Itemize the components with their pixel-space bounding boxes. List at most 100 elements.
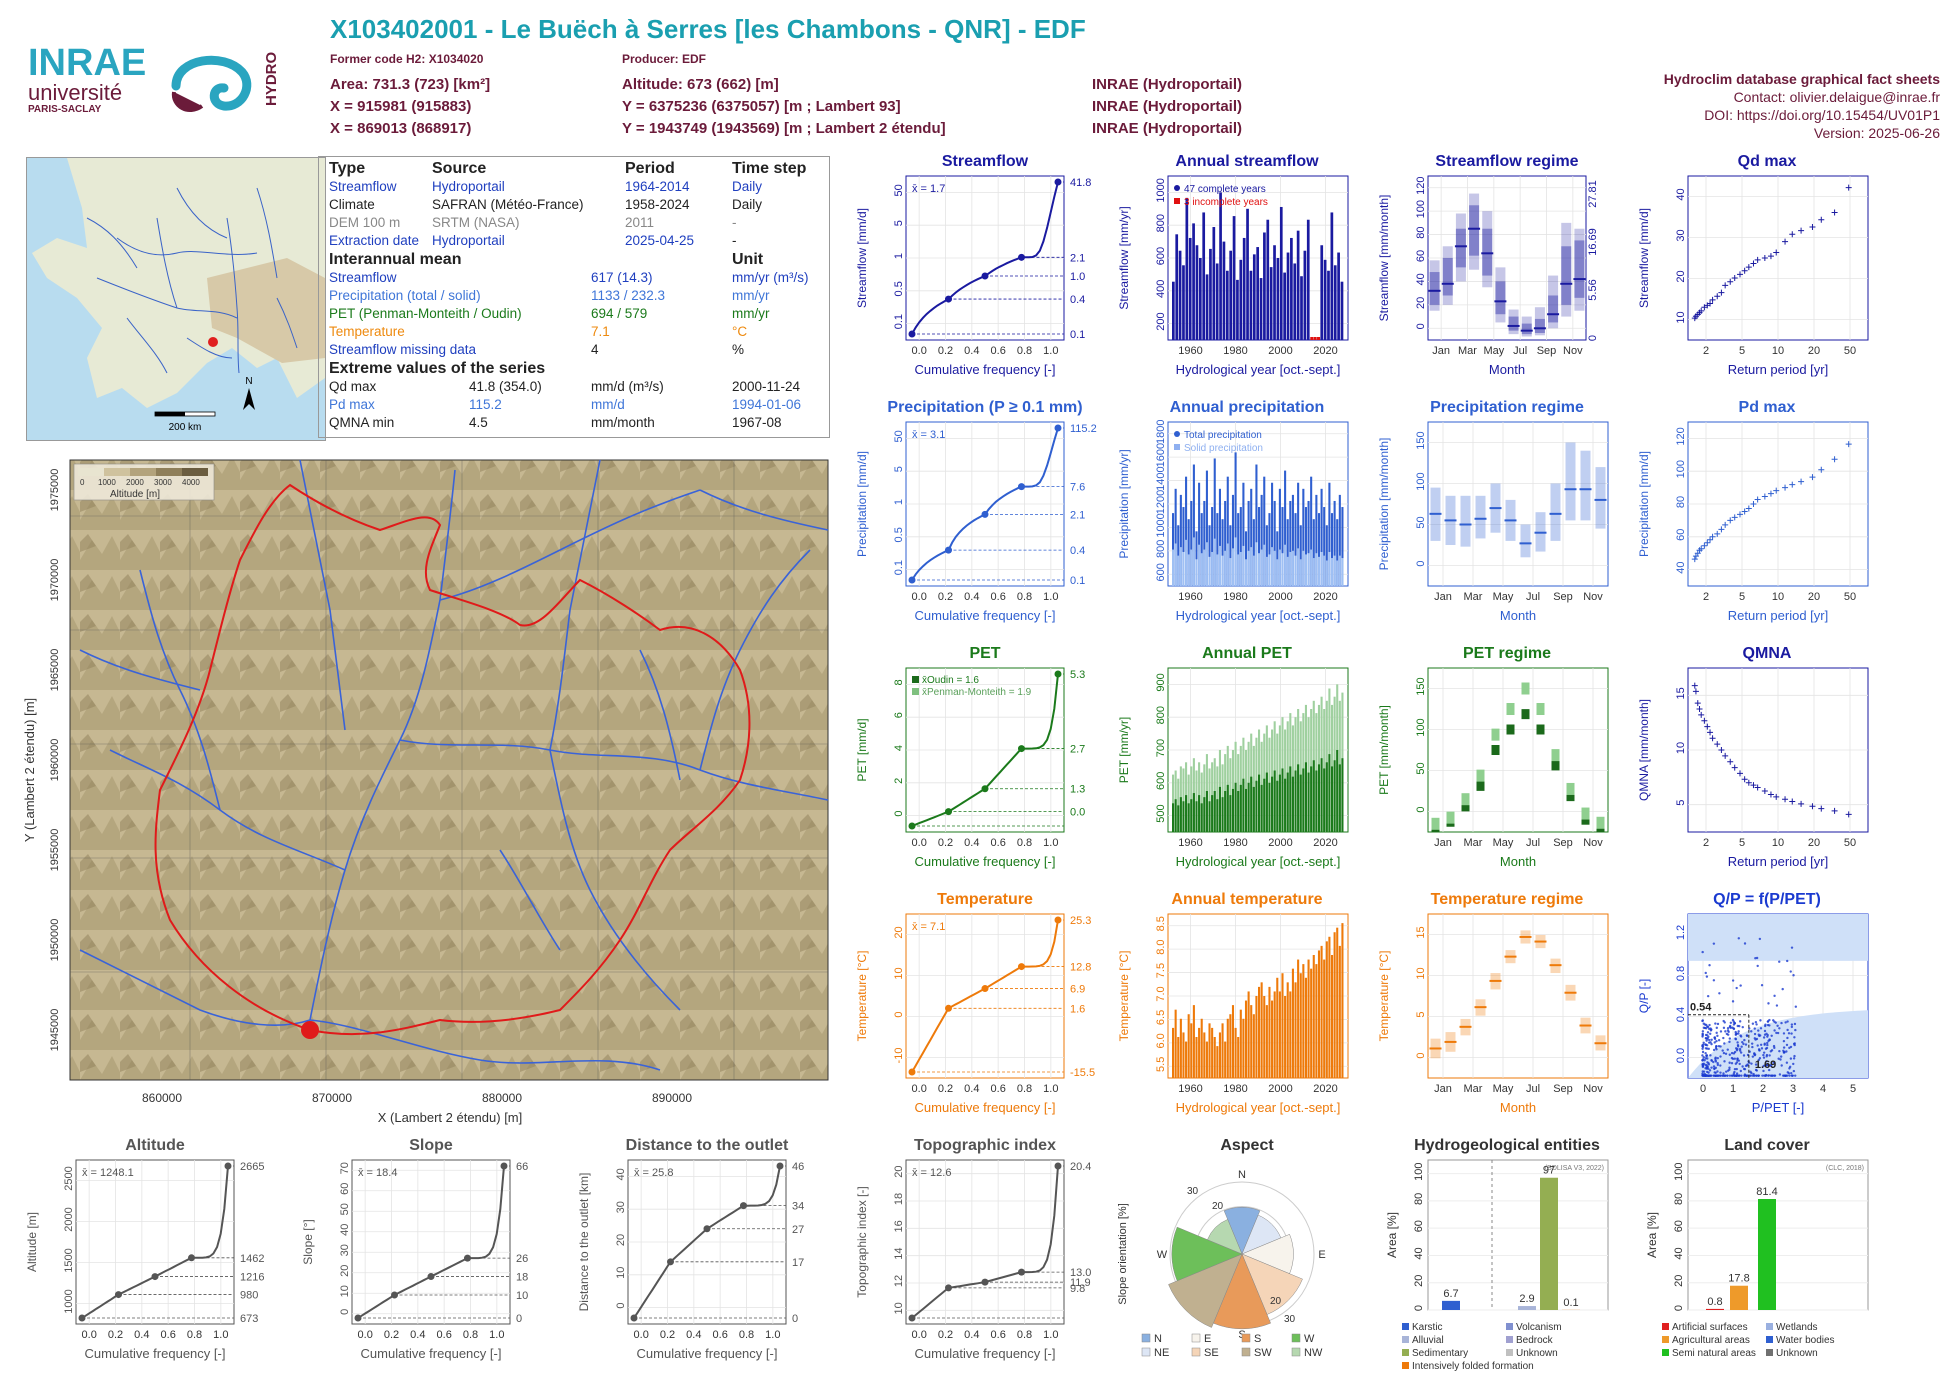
annual-bar	[1213, 1037, 1216, 1078]
legend-label: Solid precipitation	[1184, 443, 1263, 454]
legend-swatch	[1662, 1323, 1669, 1330]
solid-precip-bar	[1297, 548, 1300, 586]
data-point	[1716, 1070, 1719, 1073]
ring-label: 20	[1212, 1201, 1224, 1212]
data-point	[1714, 293, 1721, 300]
annual-bar	[1333, 932, 1336, 1078]
chart-title: Annual precipitation	[1170, 399, 1325, 416]
data-point	[1712, 979, 1716, 982]
data-point	[1709, 533, 1716, 540]
data-point	[1714, 741, 1721, 748]
annual-bar	[1289, 500, 1292, 586]
chart-annual_temperature: Annual temperature 5.5 6.0 6.5 7.0 7.5 8.0 8.5 1…	[1117, 891, 1349, 1115]
data-point	[981, 985, 989, 993]
doi-link[interactable]: DOI: https://doi.org/10.15454/UV01P1	[1704, 107, 1940, 123]
data-point	[1704, 1051, 1707, 1055]
solid-precip-bar	[1179, 547, 1182, 586]
data-point	[1776, 1031, 1780, 1035]
data-point	[1701, 1054, 1704, 1057]
data-point	[1777, 1057, 1780, 1060]
annual-bar	[1307, 500, 1310, 586]
data-point	[1754, 784, 1761, 791]
y-tick-label: 1.2	[1675, 925, 1687, 940]
y-axis-label: Precipitation [mm/d]	[1637, 451, 1651, 557]
y-tick-label: 40	[1673, 1247, 1685, 1259]
annual-bar	[1232, 216, 1236, 340]
x-tick-label: 1960	[1178, 345, 1202, 357]
y-axis-label: Area [%]	[1645, 1212, 1659, 1258]
y-tick-label: 600	[1155, 772, 1167, 790]
solid-precip-bar	[1286, 556, 1289, 586]
data-point	[1717, 1044, 1721, 1048]
legend-label: Unknown	[1776, 1348, 1818, 1359]
y-tick-label: 7.0	[1155, 986, 1167, 1001]
annual-bar	[1279, 206, 1283, 340]
oudin-bar	[1172, 803, 1175, 832]
data-point	[1707, 536, 1714, 543]
data-point	[1785, 1043, 1789, 1047]
y-tick-label: 20	[1673, 1275, 1685, 1287]
solid-precip-bar	[1237, 554, 1240, 586]
x-tick-label: 50	[1844, 591, 1856, 603]
data-point	[1018, 253, 1025, 261]
oudin-bar	[1179, 797, 1182, 832]
y-tick-label: 20	[893, 926, 905, 938]
legend-swatch	[1174, 185, 1180, 191]
y-tick-label: 60	[1413, 1220, 1425, 1232]
data-point	[1767, 1074, 1770, 1077]
annual-bar	[1263, 996, 1266, 1078]
panel-streamflow_regime: Streamflow regime 0 20 40 60 80 100 120 Jan Mar Ma…	[1372, 150, 1630, 394]
oudin-bar	[1198, 795, 1201, 832]
x-axis-label: Cumulative frequency [-]	[915, 1346, 1056, 1361]
data-point	[1784, 1074, 1788, 1077]
annual-bar	[1234, 1027, 1237, 1078]
legend-swatch	[1506, 1349, 1513, 1356]
interannual-row-precipitation: Precipitation (total / solid) 1133 / 232…	[329, 288, 770, 303]
data-point	[1702, 1041, 1705, 1044]
chart-title: Streamflow	[942, 153, 1029, 170]
x-tick-label: 50	[1844, 837, 1856, 849]
y-tick-label: 120	[1675, 427, 1687, 445]
mean-label: x̄ = 1.7	[912, 183, 945, 195]
y-tick-label: 70	[339, 1162, 351, 1174]
plot-area	[1427, 913, 1609, 1079]
annual-bar	[1252, 1014, 1255, 1078]
data-point	[1757, 1048, 1761, 1051]
annual-bar	[1222, 241, 1226, 340]
annual-bar	[1203, 500, 1206, 586]
x-tick-label: 2	[1703, 345, 1709, 357]
pet-penman-box	[1566, 782, 1575, 795]
contact-email[interactable]: Contact: olivier.delaigue@inrae.fr	[1733, 89, 1940, 105]
scale-bar: 200 km	[154, 411, 216, 433]
annual-bar	[1330, 955, 1334, 1078]
box-iqr	[1521, 323, 1532, 335]
data-point	[1751, 1074, 1754, 1077]
data-point	[1727, 517, 1734, 524]
data-point	[1768, 1054, 1771, 1057]
x-tick-label: 1960	[1178, 837, 1202, 849]
x-tick-label: Mar	[1464, 591, 1483, 603]
data-point	[1704, 723, 1711, 730]
data-point	[981, 785, 989, 793]
box-iqr	[1565, 442, 1576, 521]
data-point	[1731, 1018, 1735, 1022]
annual-bar	[1229, 525, 1232, 586]
panel-q_p_pet: Q/P = f(P/PET) 0.0 0.4 0.8 1.2 0 1 2 3 4 5 P/PET [-…	[1632, 888, 1890, 1132]
solid-precip-bar	[1229, 558, 1232, 586]
y-axis-label: QMNA [mm/month]	[1637, 699, 1651, 801]
x-tick-label: Sep	[1553, 837, 1573, 849]
annual-bar	[1263, 476, 1266, 586]
box-whisker	[1482, 211, 1493, 288]
data-point	[188, 1254, 195, 1262]
data-point	[1757, 1029, 1760, 1032]
x-tick-label: 1980	[1223, 1083, 1247, 1095]
data-point	[1704, 1057, 1707, 1060]
annual-bar	[1323, 959, 1326, 1078]
data-point	[1714, 1059, 1717, 1062]
data-point	[1788, 1067, 1791, 1070]
data-point	[945, 546, 952, 554]
right-tick-label: 980	[240, 1290, 258, 1302]
budyko-zone	[1688, 1010, 1868, 1078]
data-point	[981, 272, 989, 280]
legend-label: Volcanism	[1516, 1322, 1562, 1333]
